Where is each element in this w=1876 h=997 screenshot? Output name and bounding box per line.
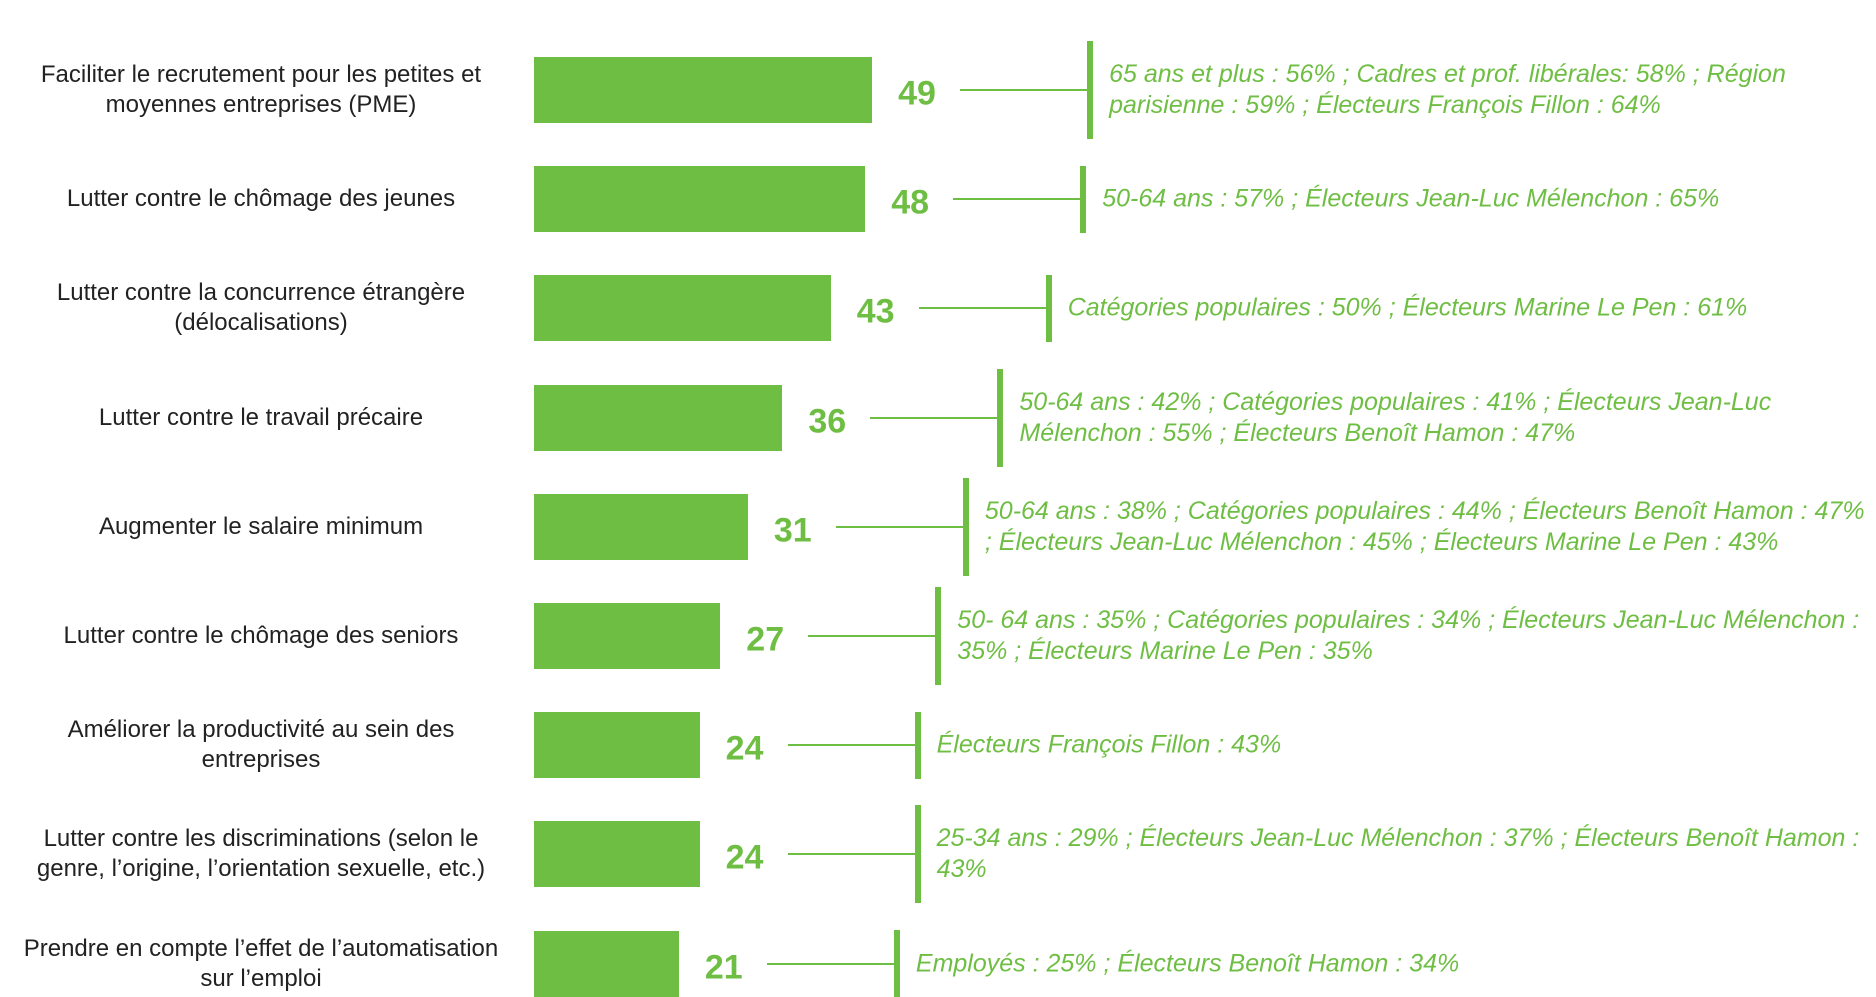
annotation: 50-64 ans : 42% ; Catégories populaires … (1019, 387, 1772, 447)
value-label: 31 (773, 511, 812, 550)
connector (808, 635, 936, 637)
value-label: 27 (746, 620, 785, 659)
annotation-bracket (962, 477, 969, 576)
bar (534, 384, 783, 451)
bar (534, 712, 700, 779)
bar (534, 493, 748, 560)
annotation: Employés : 25% ; Électeurs Benoît Hamon … (915, 949, 1460, 978)
value-label: 24 (725, 729, 764, 768)
value-label: 49 (898, 74, 936, 113)
connector (787, 744, 915, 747)
connector (766, 962, 894, 965)
connector (960, 89, 1088, 91)
category-label: Lutter contre le chômage des jeunes (66, 185, 456, 213)
category-label: Améliorer la productivité au sein des en… (67, 716, 455, 774)
category-label: Lutter contre les discriminations (selon… (36, 825, 486, 883)
bar (534, 275, 831, 342)
value-label: 36 (808, 402, 847, 441)
annotation: Catégories populaires : 50% ; Électeurs … (1067, 293, 1748, 322)
annotation-bracket (893, 930, 900, 997)
value-label: 48 (891, 183, 930, 222)
annotation: 65 ans et plus : 56% ; Cadres et prof. l… (1109, 60, 1786, 119)
value-label: 43 (856, 292, 895, 331)
connector (953, 198, 1081, 201)
category-label: Lutter contre le travail précaire (98, 403, 424, 431)
bar (534, 603, 721, 669)
category-label: Lutter contre le chômage des seniors (63, 622, 459, 649)
annotation: Électeurs François Fillon : 43% (936, 730, 1282, 759)
category-label: Lutter contre la concurrence étrangère (… (56, 279, 466, 337)
bar (534, 57, 873, 123)
annotation: 50-64 ans : 38% ; Catégories populaires … (984, 496, 1865, 556)
category-label: Faciliter le recrutement pour les petite… (40, 61, 482, 118)
bar (534, 821, 700, 888)
annotation-bracket (1087, 41, 1094, 139)
annotation: 25-34 ans : 29% ; Électeurs Jean-Luc Mél… (936, 824, 1860, 884)
annotation-bracket (1080, 165, 1087, 233)
connector (918, 307, 1046, 310)
annotation: 50-64 ans : 57% ; Électeurs Jean-Luc Mél… (1102, 184, 1720, 213)
annotation-bracket (914, 711, 921, 779)
connector (870, 416, 998, 419)
category-label: Augmenter le salaire minimum (98, 512, 424, 540)
bar (534, 166, 866, 233)
annotation-bracket (935, 587, 942, 685)
connector (835, 525, 963, 528)
value-label: 21 (704, 948, 743, 987)
annotation-bracket (997, 368, 1004, 467)
value-label: 24 (725, 838, 764, 877)
annotation-bracket (1045, 274, 1052, 342)
connector (787, 853, 915, 856)
annotation-bracket (914, 805, 921, 904)
annotation: 50- 64 ans : 35% ; Catégories populaires… (957, 606, 1860, 665)
bar (534, 930, 679, 997)
category-label: Prendre en compte l’effet de l’automatis… (23, 934, 499, 992)
